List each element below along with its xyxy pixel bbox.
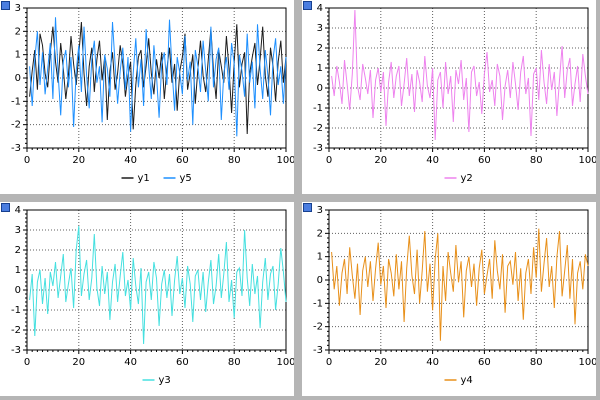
x-tick-label: 100 bbox=[578, 357, 596, 368]
y-tick-label: 4 bbox=[15, 205, 21, 216]
panel-handle-icon[interactable] bbox=[303, 1, 312, 10]
y-tick-label: -3 bbox=[313, 143, 323, 154]
x-tick-label: 20 bbox=[374, 357, 387, 368]
panel-top-right: 0 20 40 60 80 100 -3 -2 -1 0 1 2 3 4 y2 bbox=[302, 0, 596, 194]
chart-svg: 0 20 40 60 80 100 -3 -2 -1 0 1 2 3 y4 bbox=[313, 205, 596, 386]
y-tick-label: 0 bbox=[317, 83, 323, 94]
y-tick-label: -3 bbox=[11, 143, 21, 154]
y-tick-label: -1 bbox=[11, 96, 21, 107]
y-tick-label: 2 bbox=[317, 43, 323, 54]
series-y4-line bbox=[331, 228, 589, 341]
x-tick-label: 20 bbox=[72, 155, 85, 166]
x-tick-label: 40 bbox=[124, 155, 137, 166]
x-tick-label: 100 bbox=[276, 357, 294, 368]
legend-label-y4: y4 bbox=[461, 375, 473, 386]
legend-label-y2: y2 bbox=[461, 173, 473, 184]
chart-svg: 0 20 40 60 80 100 -3 -2 -1 0 1 2 3 4 y2 bbox=[313, 3, 596, 184]
x-tick-label: 80 bbox=[530, 155, 543, 166]
x-tick-label: 60 bbox=[176, 357, 189, 368]
x-tick-label: 100 bbox=[276, 155, 294, 166]
y-tick-label: -1 bbox=[313, 298, 323, 309]
panel-handle-icon[interactable] bbox=[303, 203, 312, 212]
legend-label-y1: y1 bbox=[138, 173, 150, 184]
x-tick-label: 0 bbox=[24, 357, 30, 368]
panel-bottom-right: 0 20 40 60 80 100 -3 -2 -1 0 1 2 3 y4 bbox=[302, 202, 596, 396]
y-tick-label: 3 bbox=[15, 225, 21, 236]
legend-label-y3: y3 bbox=[159, 375, 171, 386]
y-tick-label: 3 bbox=[317, 23, 323, 34]
x-tick-label: 60 bbox=[176, 155, 189, 166]
x-tick-label: 40 bbox=[124, 357, 137, 368]
x-tick-label: 0 bbox=[24, 155, 30, 166]
chart-svg: 0 20 40 60 80 100 -3 -2 -1 0 1 2 3 y1 y5 bbox=[11, 3, 294, 184]
y-tick-label: 1 bbox=[15, 50, 21, 61]
y-tick-label: 1 bbox=[317, 252, 323, 263]
y-tick-label: 2 bbox=[15, 245, 21, 256]
y-tick-label: -2 bbox=[313, 123, 323, 134]
series-y2-line bbox=[331, 9, 589, 141]
y-tick-label: 4 bbox=[317, 3, 323, 14]
x-tick-label: 0 bbox=[326, 357, 332, 368]
y-tick-label: 2 bbox=[15, 26, 21, 37]
x-tick-label: 60 bbox=[478, 155, 491, 166]
x-tick-label: 0 bbox=[326, 155, 332, 166]
panel-handle-icon[interactable] bbox=[1, 1, 10, 10]
y-tick-label: -2 bbox=[11, 120, 21, 131]
y-tick-label: 0 bbox=[15, 285, 21, 296]
series-y1-line bbox=[29, 21, 287, 135]
series-y5-line bbox=[29, 17, 287, 137]
x-tick-label: 20 bbox=[374, 155, 387, 166]
panel-bottom-left: 0 20 40 60 80 100 -3 -2 -1 0 1 2 3 4 y3 bbox=[0, 202, 294, 396]
y-tick-label: -3 bbox=[11, 345, 21, 356]
y-tick-label: -1 bbox=[313, 103, 323, 114]
panel-top-left: 0 20 40 60 80 100 -3 -2 -1 0 1 2 3 y1 y5 bbox=[0, 0, 294, 194]
x-tick-label: 80 bbox=[530, 357, 543, 368]
x-tick-label: 80 bbox=[228, 357, 241, 368]
x-tick-label: 40 bbox=[426, 155, 439, 166]
x-tick-label: 80 bbox=[228, 155, 241, 166]
y-tick-label: 1 bbox=[317, 63, 323, 74]
panel-handle-icon[interactable] bbox=[1, 203, 10, 212]
y-tick-label: 0 bbox=[317, 275, 323, 286]
y-tick-label: 2 bbox=[317, 228, 323, 239]
y-tick-label: -3 bbox=[313, 345, 323, 356]
y-tick-label: 1 bbox=[15, 265, 21, 276]
y-tick-label: -2 bbox=[11, 325, 21, 336]
x-tick-label: 60 bbox=[478, 357, 491, 368]
y-tick-label: 3 bbox=[15, 3, 21, 14]
y-tick-label: 0 bbox=[15, 73, 21, 84]
x-tick-label: 40 bbox=[426, 357, 439, 368]
y-tick-label: -2 bbox=[313, 322, 323, 333]
series-y3-line bbox=[29, 225, 287, 345]
y-tick-label: -1 bbox=[11, 305, 21, 316]
legend-label-y5: y5 bbox=[180, 173, 192, 184]
y-tick-label: 3 bbox=[317, 205, 323, 216]
x-tick-label: 20 bbox=[72, 357, 85, 368]
x-tick-label: 100 bbox=[578, 155, 596, 166]
chart-svg: 0 20 40 60 80 100 -3 -2 -1 0 1 2 3 4 y3 bbox=[11, 205, 294, 386]
